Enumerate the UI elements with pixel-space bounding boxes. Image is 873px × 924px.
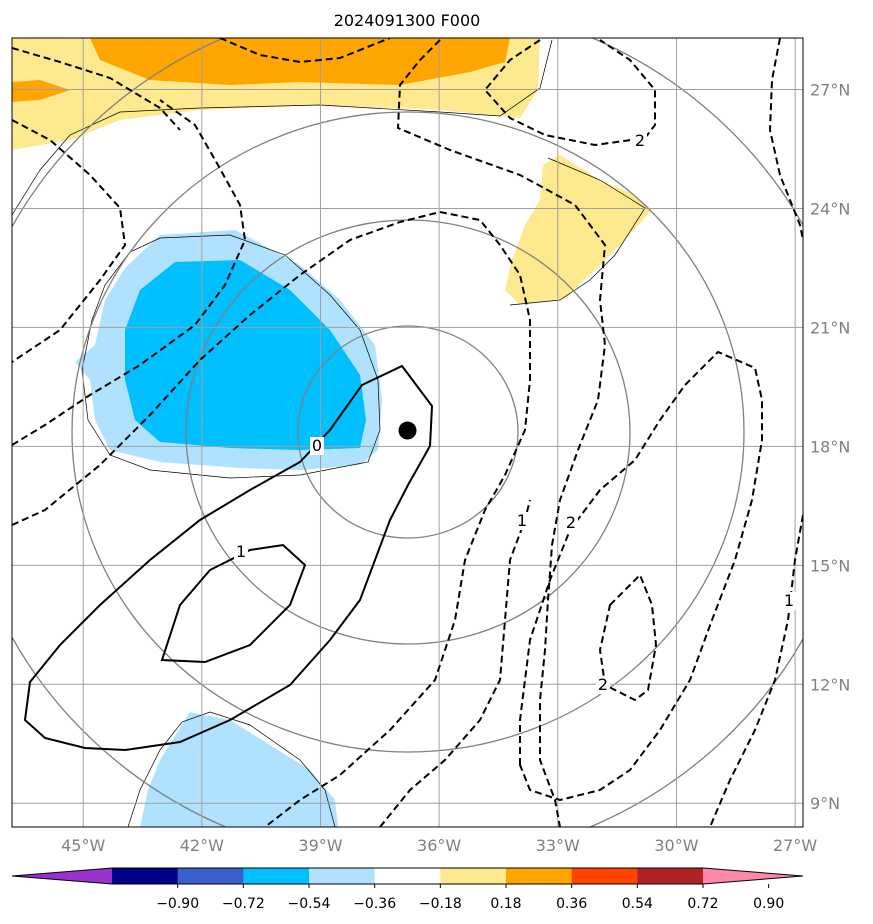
colorbar-tick-label: 0.90 <box>753 896 784 912</box>
colorbar-outline <box>11 867 804 885</box>
colorbar-tick-label: 0.72 <box>687 896 718 912</box>
outline-east <box>509 157 646 306</box>
dashed-contour-e <box>379 499 531 827</box>
outline-blue <box>81 234 381 479</box>
y-tick-label: 21°N <box>810 318 850 337</box>
contour-label-dashed-ne: 2 <box>635 131 645 150</box>
dashed-contour-w3 <box>12 210 531 827</box>
chart-title: 2024091300 F000 <box>334 11 481 30</box>
shade-light-blue-south <box>140 712 338 827</box>
outline-south <box>127 711 336 827</box>
solid-contours <box>23 364 434 752</box>
storm-center-marker <box>398 421 417 440</box>
y-tick-label: 27°N <box>810 81 850 100</box>
dashed-contour-small-loop <box>598 573 658 702</box>
colorbar-tick-label: 0.54 <box>622 896 653 912</box>
ring-1 <box>297 325 519 539</box>
x-tick-label: 42°W <box>180 836 224 855</box>
colorbar-segment <box>571 868 638 884</box>
colorbar-extend-low <box>12 868 112 884</box>
x-tick-label: 30°W <box>654 836 698 855</box>
colorbar-segment <box>112 868 179 884</box>
y-axis-ticks: 9°N 12°N 15°N 18°N 21°N 24°N 27°N <box>810 81 850 814</box>
colorbar-tick-label: −0.90 <box>156 896 199 912</box>
colorbar-tick-label: −0.36 <box>353 896 396 912</box>
colorbar-segment <box>243 868 310 884</box>
contour-label-dashed-far-east: 1 <box>784 591 794 610</box>
x-axis-ticks: 45°W 42°W 39°W 36°W 33°W 30°W 27°W <box>61 836 817 855</box>
dashed-contour-w1 <box>12 119 127 363</box>
colorbar-tick-label: −0.18 <box>419 896 462 912</box>
colorbar-tick-label: −0.54 <box>288 896 331 912</box>
dashed-contours <box>12 38 803 827</box>
colorbar: −0.90 −0.72 −0.54 −0.36 −0.18 0.18 0.36 0.54 0.7… <box>11 867 804 912</box>
colorbar-tick-label: 0.36 <box>556 896 587 912</box>
x-tick-label: 27°W <box>773 836 817 855</box>
shade-blue-west <box>125 260 366 450</box>
colorbar-segment <box>177 868 244 884</box>
x-tick-label: 45°W <box>61 836 105 855</box>
dashed-contour-n <box>219 38 391 64</box>
map-plot-area: 0 1 2 1 2 1 2 <box>12 38 803 827</box>
x-tick-label: 33°W <box>536 836 580 855</box>
shade-light-yellow-east <box>505 155 652 305</box>
colorbar-extend-high <box>703 868 803 884</box>
gray-rings <box>12 38 803 827</box>
dashed-contour-far-east <box>768 38 803 241</box>
dashed-contour-nw <box>12 47 181 131</box>
contour-label-dashed-loop: 2 <box>598 675 608 694</box>
colorbar-tick-label: 0.18 <box>490 896 521 912</box>
colorbar-segment <box>440 868 507 884</box>
dashed-contour-w2 <box>12 99 247 446</box>
dashed-contour-far-east2 <box>709 514 803 827</box>
x-tick-label: 36°W <box>417 836 461 855</box>
colorbar-segment <box>309 868 376 884</box>
contour-label-dashed-e2: 2 <box>566 513 576 532</box>
contour-label-1: 1 <box>236 542 246 561</box>
y-tick-label: 9°N <box>810 794 840 813</box>
contour-label-0: 0 <box>312 436 322 455</box>
colorbar-tick-label: −0.72 <box>222 896 265 912</box>
colorbar-segment <box>374 868 441 884</box>
ring-3 <box>71 111 745 753</box>
shading-layer <box>12 38 652 827</box>
y-tick-label: 12°N <box>810 675 850 694</box>
dashed-contour-east-loop <box>519 350 763 802</box>
outline-layer <box>12 39 646 827</box>
dashed-contour-n2 <box>396 39 607 827</box>
dashed-contour-ne <box>483 39 656 147</box>
x-tick-label: 39°W <box>298 836 342 855</box>
shade-orange-west <box>12 80 70 102</box>
y-tick-label: 24°N <box>810 199 850 218</box>
outline-north <box>12 39 553 216</box>
y-tick-label: 18°N <box>810 437 850 456</box>
colorbar-segment <box>637 868 704 884</box>
y-tick-label: 15°N <box>810 556 850 575</box>
colorbar-segment <box>506 868 573 884</box>
contour-label-dashed-e1: 1 <box>517 511 527 530</box>
solid-contour-0 <box>23 364 434 752</box>
contour-labels: 0 1 2 1 2 1 2 <box>234 131 796 694</box>
solid-contour-1 <box>160 543 307 664</box>
plot-frame <box>11 37 804 828</box>
